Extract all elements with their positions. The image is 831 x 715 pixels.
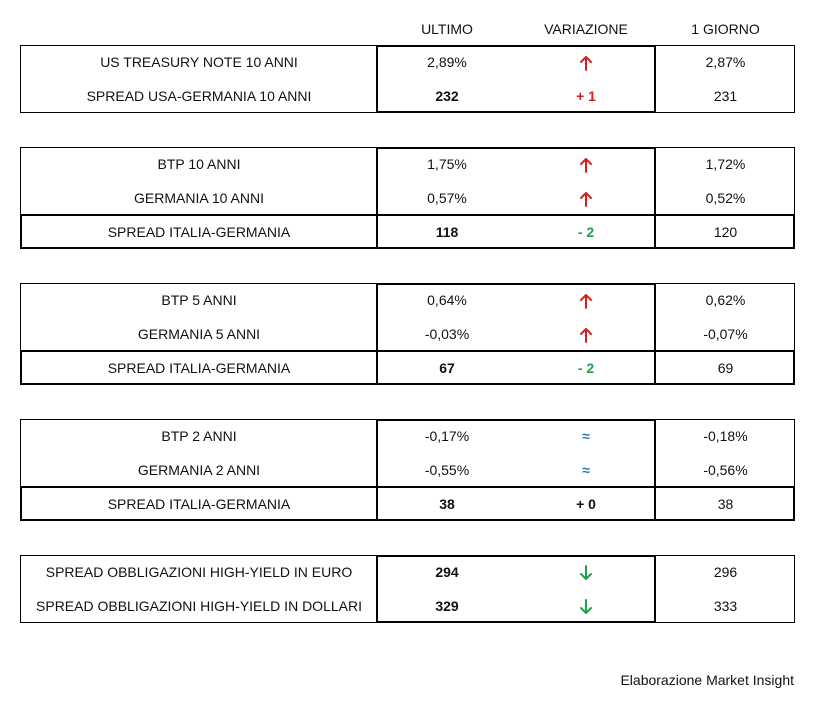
variazione-value: + 0 [576, 496, 596, 512]
table-row: SPREAD OBBLIGAZIONI HIGH-YIELD IN EURO 2… [20, 555, 795, 589]
block-btp-5-anni: BTP 5 ANNI 0,64% 0,62% GERMANIA 5 ANNI -… [20, 283, 795, 385]
giorno-value: 0,52% [705, 190, 746, 206]
row-label: SPREAD ITALIA-GERMANIA [107, 360, 291, 376]
row-label: BTP 2 ANNI [161, 428, 237, 444]
table-row: BTP 10 ANNI 1,75% 1,72% [20, 147, 795, 181]
ultimo-value: 118 [435, 224, 459, 240]
row-label: GERMANIA 5 ANNI [137, 326, 261, 342]
table-row: SPREAD ITALIA-GERMANIA 118 - 2 120 [20, 215, 795, 249]
row-label: US TREASURY NOTE 10 ANNI [100, 54, 298, 70]
table-row: SPREAD USA-GERMANIA 10 ANNI 232 + 1 231 [20, 79, 795, 113]
row-label: SPREAD ITALIA-GERMANIA [107, 496, 291, 512]
giorno-value: 2,87% [705, 54, 746, 70]
giorno-value: 333 [713, 598, 738, 614]
up-arrow-icon [516, 317, 656, 351]
table-row: SPREAD ITALIA-GERMANIA 38 + 0 38 [20, 487, 795, 521]
giorno-value: 0,62% [705, 292, 746, 308]
down-arrow-icon [516, 589, 656, 623]
approx-icon: ≈ [582, 428, 590, 444]
up-arrow-icon [516, 147, 656, 181]
table-row: US TREASURY NOTE 10 ANNI 2,89% 2,87% [20, 45, 795, 79]
row-label: SPREAD OBBLIGAZIONI HIGH-YIELD IN EURO [45, 564, 353, 580]
giorno-value: 231 [713, 88, 738, 104]
block-high-yield: SPREAD OBBLIGAZIONI HIGH-YIELD IN EURO 2… [20, 555, 795, 623]
giorno-value: 69 [717, 360, 734, 376]
variazione-value: + 1 [576, 88, 596, 104]
table-row: GERMANIA 2 ANNI -0,55% ≈ -0,56% [20, 453, 795, 487]
ultimo-value: 294 [435, 564, 459, 580]
ultimo-value: 0,57% [427, 190, 467, 206]
table-row: GERMANIA 10 ANNI 0,57% 0,52% [20, 181, 795, 215]
table-row: BTP 2 ANNI -0,17% ≈ -0,18% [20, 419, 795, 453]
block-btp-2-anni: BTP 2 ANNI -0,17% ≈ -0,18% GERMANIA 2 AN… [20, 419, 795, 521]
row-label: GERMANIA 10 ANNI [134, 190, 264, 206]
table-row: BTP 5 ANNI 0,64% 0,62% [20, 283, 795, 317]
footer-credit: Elaborazione Market Insight [620, 672, 794, 688]
up-arrow-icon [516, 283, 656, 317]
block-us-treasury: US TREASURY NOTE 10 ANNI 2,89% 2,87% SPR… [20, 45, 795, 113]
variazione-value: - 2 [577, 360, 595, 376]
row-label: SPREAD OBBLIGAZIONI HIGH-YIELD IN DOLLAR… [36, 598, 362, 614]
up-arrow-icon [516, 181, 656, 215]
row-label: SPREAD USA-GERMANIA 10 ANNI [86, 88, 312, 104]
table-row: SPREAD ITALIA-GERMANIA 67 - 2 69 [20, 351, 795, 385]
ultimo-value: 2,89% [427, 54, 467, 70]
row-label: BTP 10 ANNI [157, 156, 241, 172]
giorno-value: 296 [713, 564, 738, 580]
giorno-value: 120 [713, 224, 738, 240]
ultimo-value: 329 [435, 598, 459, 614]
header-1-giorno: 1 GIORNO [691, 21, 760, 37]
block-btp-10-anni: BTP 10 ANNI 1,75% 1,72% GERMANIA 10 ANNI… [20, 147, 795, 249]
row-label: SPREAD ITALIA-GERMANIA [107, 224, 291, 240]
giorno-value: -0,56% [703, 462, 748, 478]
ultimo-value: 67 [439, 360, 455, 376]
giorno-value: -0,07% [703, 326, 748, 342]
header-variazione: VARIAZIONE [544, 21, 628, 37]
ultimo-value: 38 [439, 496, 455, 512]
approx-icon: ≈ [582, 462, 590, 478]
table-row: GERMANIA 5 ANNI -0,03% -0,07% [20, 317, 795, 351]
ultimo-value: 232 [435, 88, 459, 104]
variazione-value: - 2 [577, 224, 595, 240]
ultimo-value: -0,55% [424, 462, 470, 478]
ultimo-value: -0,17% [424, 428, 470, 444]
header-ultimo: ULTIMO [421, 21, 473, 37]
ultimo-value: -0,03% [424, 326, 470, 342]
table-row: SPREAD OBBLIGAZIONI HIGH-YIELD IN DOLLAR… [20, 589, 795, 623]
row-label: BTP 5 ANNI [161, 292, 237, 308]
giorno-value: 1,72% [705, 156, 746, 172]
giorno-value: 38 [717, 496, 734, 512]
up-arrow-icon [516, 45, 656, 79]
row-label: GERMANIA 2 ANNI [137, 462, 261, 478]
giorno-value: -0,18% [703, 428, 748, 444]
ultimo-value: 0,64% [427, 292, 467, 308]
down-arrow-icon [516, 555, 656, 589]
ultimo-value: 1,75% [427, 156, 467, 172]
